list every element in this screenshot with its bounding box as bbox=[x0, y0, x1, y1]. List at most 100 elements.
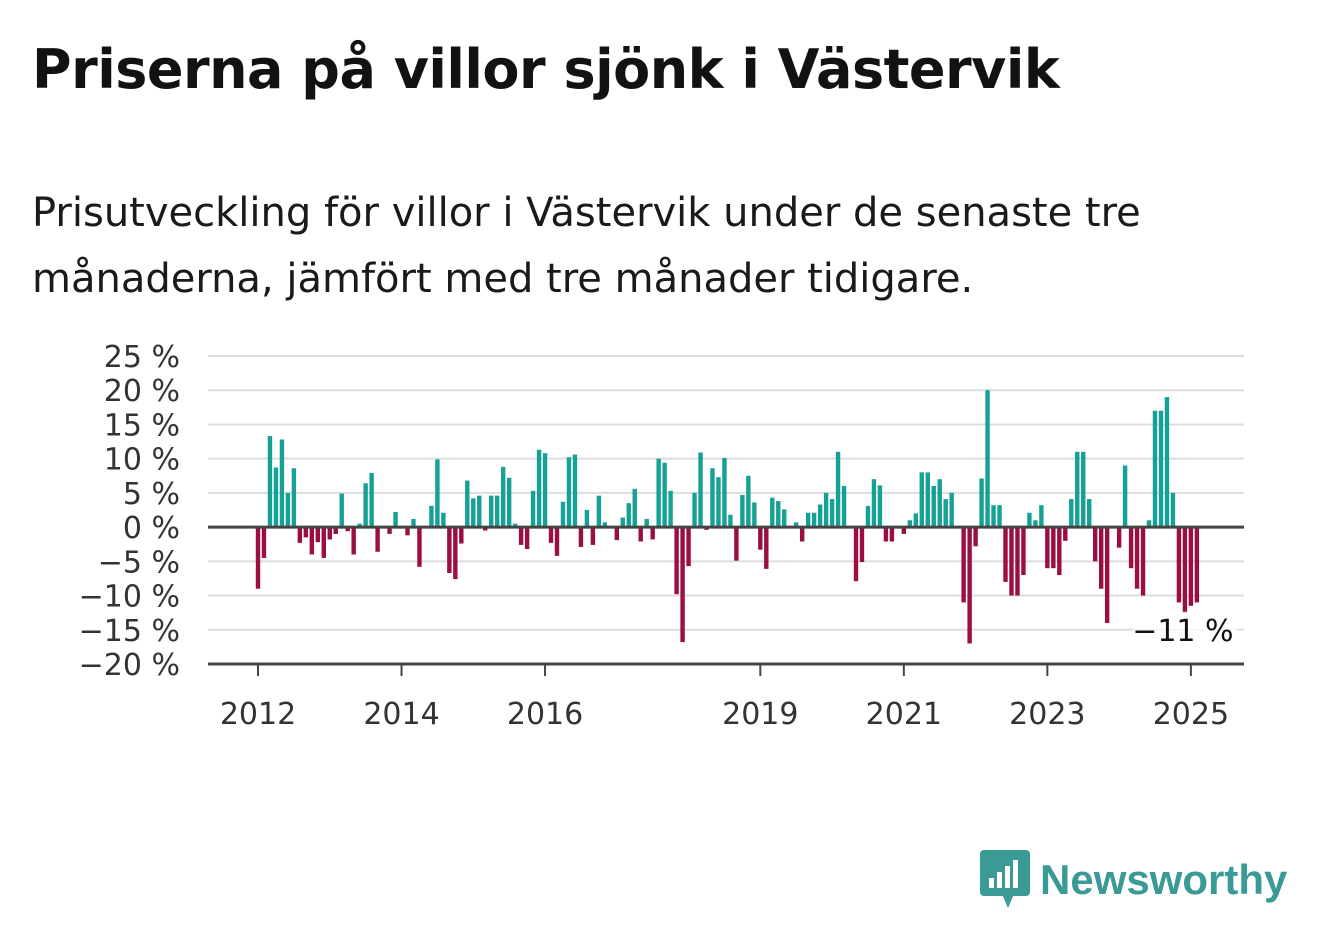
x-tick-label: 2016 bbox=[507, 697, 583, 732]
bar bbox=[949, 492, 954, 528]
bar bbox=[776, 501, 781, 528]
bar bbox=[1063, 527, 1068, 541]
bar bbox=[698, 452, 703, 528]
bar bbox=[1003, 527, 1008, 582]
bar bbox=[1158, 410, 1164, 528]
newsworthy-logo-icon bbox=[980, 850, 1030, 908]
bar bbox=[722, 457, 727, 528]
bar bbox=[746, 475, 751, 528]
bar bbox=[1134, 527, 1140, 589]
bar bbox=[489, 495, 494, 528]
y-tick-label: 10 % bbox=[104, 443, 180, 478]
bar bbox=[1176, 527, 1182, 603]
bar bbox=[357, 523, 362, 528]
bar bbox=[991, 505, 996, 528]
bar bbox=[1182, 527, 1188, 613]
bar bbox=[411, 518, 416, 528]
x-tick-label: 2023 bbox=[1009, 697, 1085, 732]
bar bbox=[638, 527, 643, 542]
bar bbox=[572, 454, 578, 528]
bar bbox=[626, 503, 631, 528]
bar bbox=[327, 527, 332, 540]
bar bbox=[805, 512, 811, 528]
bar bbox=[351, 527, 356, 555]
bar bbox=[447, 527, 452, 573]
bar bbox=[937, 479, 942, 528]
bar bbox=[686, 527, 691, 567]
bar bbox=[919, 472, 924, 528]
bar bbox=[267, 436, 273, 528]
y-tick-label: 15 % bbox=[104, 408, 180, 443]
bar bbox=[303, 527, 309, 538]
bar bbox=[554, 527, 560, 556]
bar bbox=[512, 523, 518, 528]
bar bbox=[650, 527, 655, 540]
bar bbox=[752, 502, 757, 528]
bar bbox=[997, 505, 1002, 528]
bar bbox=[1045, 527, 1050, 569]
bar bbox=[560, 501, 566, 528]
bar bbox=[477, 495, 482, 528]
bar bbox=[943, 499, 948, 528]
bar bbox=[1170, 492, 1176, 528]
bar bbox=[530, 490, 536, 528]
bar bbox=[770, 497, 775, 528]
x-tick-label: 2014 bbox=[363, 697, 439, 732]
bar bbox=[393, 512, 398, 528]
bar bbox=[817, 504, 823, 528]
bar bbox=[841, 486, 847, 528]
bar bbox=[1152, 410, 1158, 528]
bar bbox=[506, 477, 512, 528]
x-axis-labels: 2012 2014 2016 2019 2021 2023 2025 bbox=[220, 697, 1229, 732]
bar bbox=[590, 527, 596, 545]
bar bbox=[435, 459, 440, 528]
bar bbox=[1164, 397, 1170, 528]
y-tick-label: 25 % bbox=[104, 340, 180, 375]
x-tick-label: 2021 bbox=[866, 697, 942, 732]
bar bbox=[321, 527, 326, 558]
bar bbox=[387, 527, 392, 534]
bar bbox=[584, 510, 590, 528]
bar bbox=[967, 527, 972, 644]
bar bbox=[662, 462, 667, 528]
axes bbox=[208, 525, 1244, 676]
bar-chart: 25 %20 %15 %10 %5 %0 %−5 %−10 %−15 %−20 … bbox=[79, 340, 1244, 732]
bar bbox=[829, 499, 835, 528]
bar bbox=[668, 490, 673, 528]
bar bbox=[871, 479, 877, 528]
bar bbox=[375, 527, 380, 552]
bar bbox=[877, 485, 883, 528]
bar bbox=[710, 468, 715, 528]
bar bbox=[740, 494, 745, 528]
bar bbox=[500, 466, 506, 528]
bar bbox=[961, 527, 966, 603]
bar bbox=[542, 453, 548, 528]
bar bbox=[1051, 527, 1056, 569]
brand: Newsworthy bbox=[980, 848, 1287, 912]
bar bbox=[811, 512, 817, 528]
bar bbox=[441, 512, 446, 528]
bar bbox=[1122, 465, 1128, 528]
bar bbox=[255, 527, 261, 589]
bar bbox=[758, 527, 763, 550]
bar bbox=[1015, 527, 1020, 596]
bar bbox=[536, 449, 542, 528]
bar bbox=[471, 498, 476, 528]
bar bbox=[1093, 527, 1098, 562]
bar bbox=[931, 486, 936, 528]
bar bbox=[799, 527, 805, 542]
bar bbox=[483, 527, 488, 531]
bar bbox=[1009, 527, 1014, 596]
y-tick-label: −15 % bbox=[79, 614, 180, 649]
bar bbox=[291, 468, 297, 528]
bar bbox=[602, 522, 608, 528]
bar bbox=[794, 522, 799, 528]
bar bbox=[913, 513, 918, 528]
bar bbox=[1188, 527, 1194, 606]
bar bbox=[1194, 527, 1200, 603]
annotations: −11 % bbox=[1132, 611, 1237, 649]
bar bbox=[1057, 527, 1062, 576]
bar bbox=[339, 493, 344, 528]
x-tick-label: 2019 bbox=[722, 697, 798, 732]
bar bbox=[273, 467, 279, 528]
